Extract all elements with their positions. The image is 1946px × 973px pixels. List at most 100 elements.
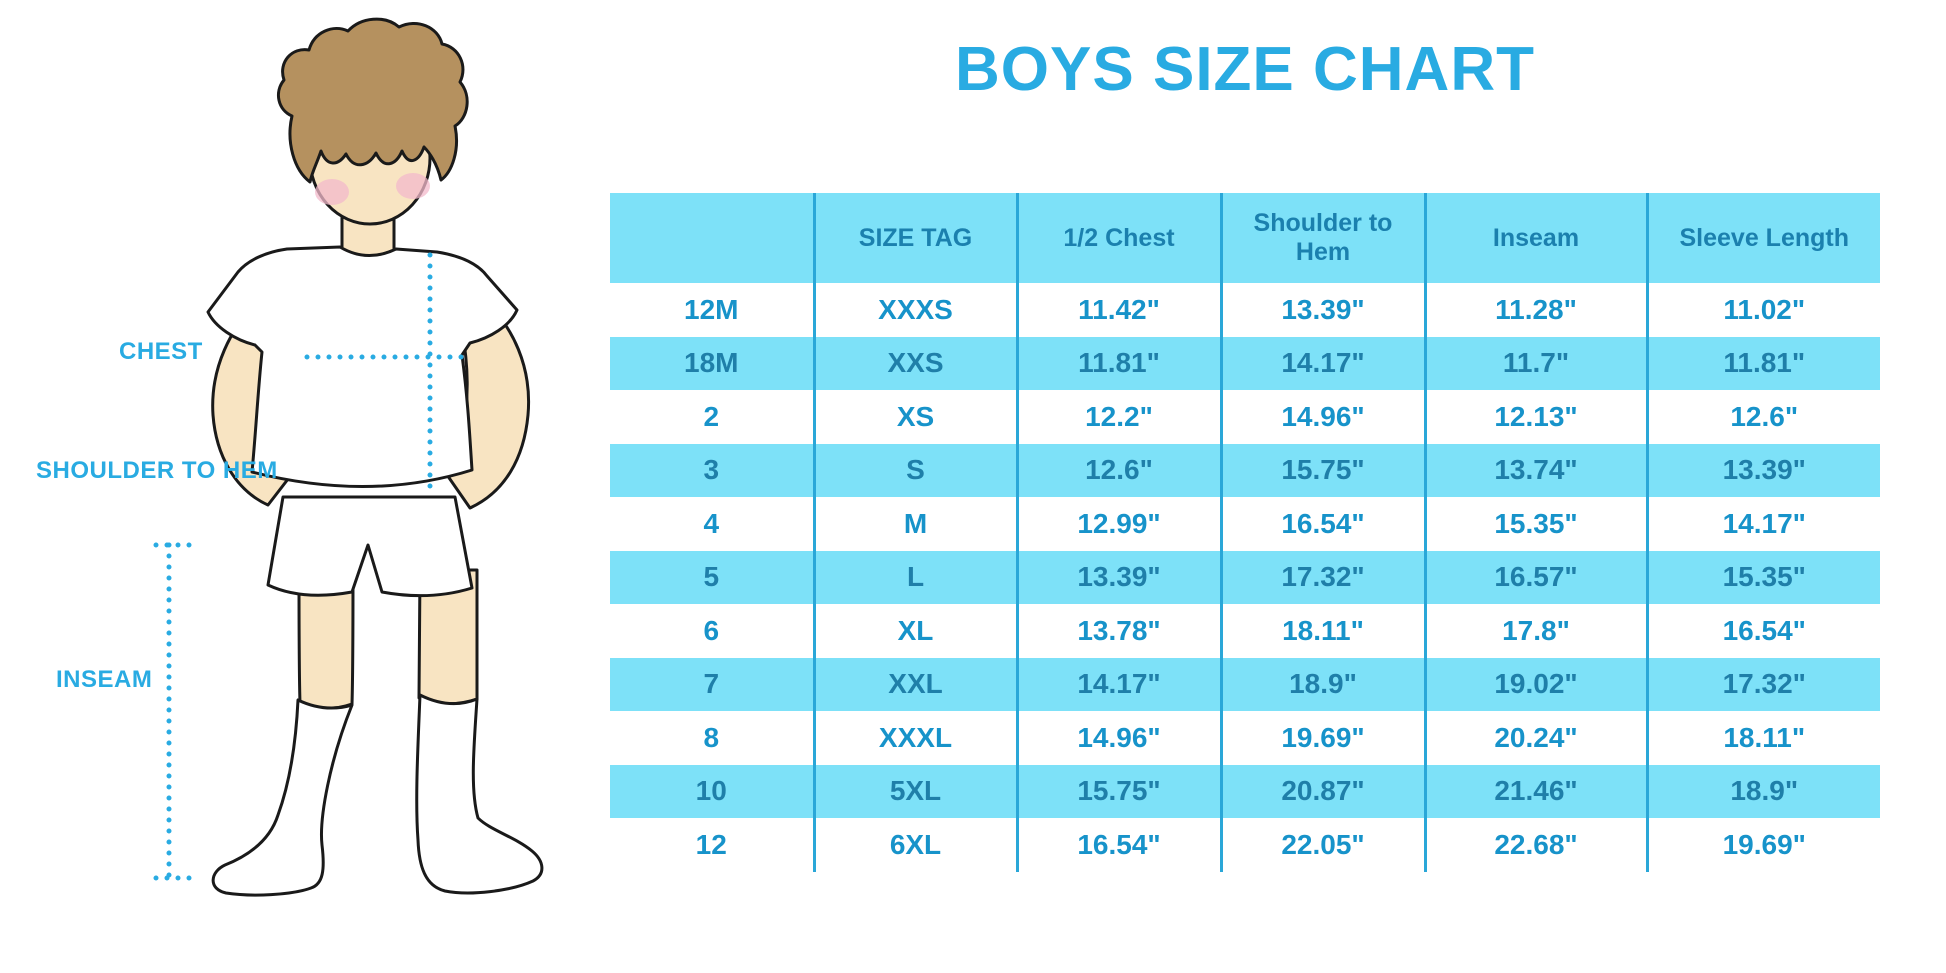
measurement-cell: 11.42" — [1015, 283, 1221, 337]
table-row: 12 6XL 16.54" 22.05" 22.68" 19.69" — [610, 818, 1880, 872]
table-row: 10 5XL 15.75" 20.87" 21.46" 18.9" — [610, 764, 1880, 818]
measurement-cell: 18.11" — [1645, 711, 1880, 765]
measurement-cell: 19.02" — [1423, 657, 1647, 711]
hair-shape — [276, 17, 469, 184]
row-size-label: 5 — [610, 550, 814, 604]
table-row: 6 XL 13.78" 18.11" 17.8" 16.54" — [610, 604, 1880, 658]
measurement-cell: 15.35" — [1645, 550, 1880, 604]
measurement-cell: 21.46" — [1423, 764, 1647, 818]
table-body: 12M XXXS 11.42" 13.39" 11.28" 11.02" 18M XXS 11.… — [610, 283, 1880, 872]
measurement-cell: 13.74" — [1423, 443, 1647, 497]
measurement-cell: 22.68" — [1423, 818, 1647, 872]
measurement-cell: 22.05" — [1219, 818, 1425, 872]
row-size-label: 4 — [610, 497, 814, 551]
measurement-cell: XS — [812, 390, 1017, 444]
right-sock-shape — [415, 693, 544, 895]
row-size-label: 2 — [610, 390, 814, 444]
column-header: Sleeve Length — [1645, 193, 1880, 283]
measurement-cell: 15.75" — [1219, 443, 1425, 497]
row-size-label: 12M — [610, 283, 814, 337]
column-header: SIZE TAG — [812, 193, 1017, 283]
table-header: SIZE TAG 1/2 Chest Shoulder to Hem Inseam Sl… — [610, 193, 1880, 283]
table-row: 18M XXS 11.81" 14.17" 11.7" 11.81" — [610, 336, 1880, 390]
measurement-cell: XXS — [812, 336, 1017, 390]
measurement-cell: 11.02" — [1645, 283, 1880, 337]
table-row: 2 XS 12.2" 14.96" 12.13" 12.6" — [610, 390, 1880, 444]
table-row: 12M XXXS 11.42" 13.39" 11.28" 11.02" — [610, 283, 1880, 337]
measurement-cell: 16.57" — [1423, 550, 1647, 604]
measurement-cell: 13.39" — [1645, 443, 1880, 497]
measurement-cell: 12.13" — [1423, 390, 1647, 444]
right-blush — [396, 173, 430, 199]
tshirt-shape — [206, 245, 519, 488]
measurement-cell: 14.96" — [1219, 390, 1425, 444]
measurement-cell: 14.17" — [1015, 657, 1221, 711]
measurement-cell: 12.99" — [1015, 497, 1221, 551]
shoulder-to-hem-label: SHOULDER TO HEM — [36, 457, 278, 484]
measurement-cell: 14.17" — [1219, 336, 1425, 390]
table-row: 7 XXL 14.17" 18.9" 19.02" 17.32" — [610, 657, 1880, 711]
row-size-label: 8 — [610, 711, 814, 765]
left-sock-shape — [211, 698, 354, 897]
measurement-cell: M — [812, 497, 1017, 551]
measurement-cell: XXXL — [812, 711, 1017, 765]
measurement-cell: 18.9" — [1219, 657, 1425, 711]
measurement-cell: 14.96" — [1015, 711, 1221, 765]
measurement-cell: 13.39" — [1015, 550, 1221, 604]
measurement-cell: 13.78" — [1015, 604, 1221, 658]
measurement-cell: 12.6" — [1645, 390, 1880, 444]
measurement-cell: 16.54" — [1015, 818, 1221, 872]
measurement-cell: 20.24" — [1423, 711, 1647, 765]
measurement-cell: 12.6" — [1015, 443, 1221, 497]
row-size-label: 18M — [610, 336, 814, 390]
measurement-cell: 16.54" — [1219, 497, 1425, 551]
row-size-label: 3 — [610, 443, 814, 497]
measurement-cell: L — [812, 550, 1017, 604]
table-row: 5 L 13.39" 17.32" 16.57" 15.35" — [610, 550, 1880, 604]
measurement-cell: 11.28" — [1423, 283, 1647, 337]
measurement-cell: 15.35" — [1423, 497, 1647, 551]
measurement-cell: 12.2" — [1015, 390, 1221, 444]
shorts-shape — [266, 495, 474, 598]
measurement-cell: 17.32" — [1645, 657, 1880, 711]
measurement-cell: 17.32" — [1219, 550, 1425, 604]
measurement-cell: XXXS — [812, 283, 1017, 337]
table-row: 8 XXXL 14.96" 19.69" 20.24" 18.11" — [610, 711, 1880, 765]
measurement-cell: 11.81" — [1015, 336, 1221, 390]
measurement-cell: 11.81" — [1645, 336, 1880, 390]
size-table: SIZE TAG 1/2 Chest Shoulder to Hem Inseam Sl… — [610, 193, 1880, 872]
measurement-cell: 18.9" — [1645, 764, 1880, 818]
measurement-cell: S — [812, 443, 1017, 497]
measurement-cell: 5XL — [812, 764, 1017, 818]
measurement-cell: 16.54" — [1645, 604, 1880, 658]
table-header-row: SIZE TAG 1/2 Chest Shoulder to Hem Inseam Sl… — [610, 193, 1880, 283]
inseam-label: INSEAM — [56, 666, 153, 693]
measurement-cell: 19.69" — [1219, 711, 1425, 765]
page-title: BOYS SIZE CHART — [955, 35, 1535, 104]
left-blush — [315, 179, 349, 205]
boy-measurement-figure: CHEST SHOULDER TO HEM INSEAM — [0, 0, 580, 973]
column-header: Shoulder to Hem — [1219, 193, 1425, 283]
measurement-cell: 11.7" — [1423, 336, 1647, 390]
measurement-cell: 18.11" — [1219, 604, 1425, 658]
column-header: Inseam — [1423, 193, 1647, 283]
column-header — [610, 193, 814, 283]
row-size-label: 12 — [610, 818, 814, 872]
column-header: 1/2 Chest — [1015, 193, 1221, 283]
table-row: 4 M 12.99" 16.54" 15.35" 14.17" — [610, 497, 1880, 551]
measurement-cell: XL — [812, 604, 1017, 658]
chest-label: CHEST — [119, 338, 203, 365]
measurement-cell: 14.17" — [1645, 497, 1880, 551]
row-size-label: 7 — [610, 657, 814, 711]
row-size-label: 6 — [610, 604, 814, 658]
measurement-cell: 15.75" — [1015, 764, 1221, 818]
measurement-cell: 20.87" — [1219, 764, 1425, 818]
measurement-cell: 13.39" — [1219, 283, 1425, 337]
measurement-cell: XXL — [812, 657, 1017, 711]
measurement-cell: 17.8" — [1423, 604, 1647, 658]
measurement-cell: 6XL — [812, 818, 1017, 872]
row-size-label: 10 — [610, 764, 814, 818]
table-row: 3 S 12.6" 15.75" 13.74" 13.39" — [610, 443, 1880, 497]
measurement-cell: 19.69" — [1645, 818, 1880, 872]
